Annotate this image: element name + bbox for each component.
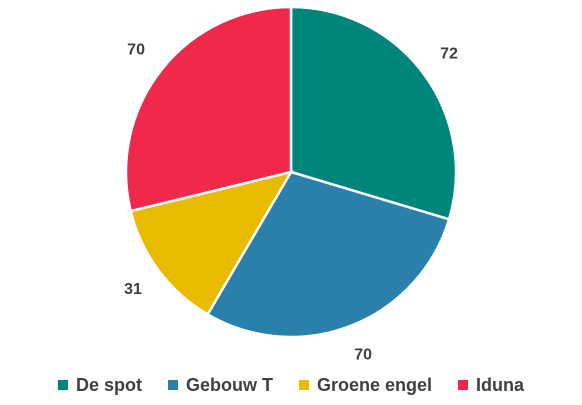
legend-swatch — [458, 380, 469, 390]
data-label: 72 — [440, 46, 458, 63]
data-label: 70 — [354, 347, 372, 364]
legend-swatch — [298, 380, 309, 390]
data-label: 70 — [127, 42, 145, 59]
data-label: 31 — [124, 281, 142, 298]
legend-label: De spot — [76, 375, 142, 395]
legend-swatch — [167, 380, 178, 390]
legend-swatch — [57, 380, 68, 390]
pie-slice — [124, 5, 293, 213]
pie-slice — [129, 170, 294, 317]
pie-slice — [289, 5, 458, 221]
legend-label: Iduna — [476, 375, 525, 395]
legend-label: Gebouw T — [186, 375, 273, 395]
legend-label: Groene engel — [317, 375, 432, 395]
